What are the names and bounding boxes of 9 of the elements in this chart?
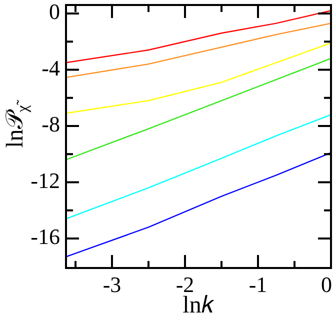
- y-tick-label: -4: [42, 55, 60, 80]
- y-tick-label: -12: [30, 168, 60, 193]
- y-tick-label: -8: [42, 112, 60, 137]
- x-tick-label: -1: [248, 272, 268, 297]
- y-tick-label: 0: [49, 0, 60, 24]
- y-tick-label: -16: [30, 224, 60, 250]
- x-tick-label: -3: [102, 272, 122, 297]
- y-axis-title: ln𝒫χ̃: [2, 99, 32, 148]
- x-tick-label: 0: [321, 272, 332, 297]
